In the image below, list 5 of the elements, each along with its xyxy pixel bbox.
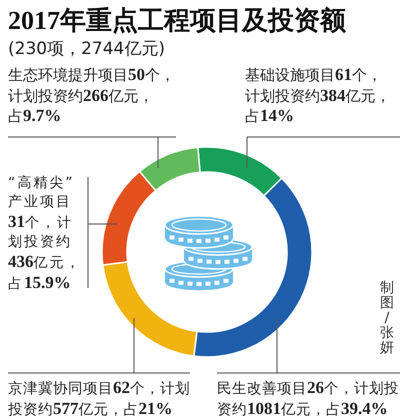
- category-label: 生态环境提升项目50个，计划投资约266亿元，占9.7%: [8, 65, 175, 125]
- category-label: 基础设施项目61个，计划投资约384亿元，占14%: [245, 65, 390, 125]
- chart-subtitle: (230项，2744亿元): [8, 38, 165, 60]
- chart-title: 2017年重点工程项目及投资额: [8, 6, 346, 36]
- text: 制图/张妍: [379, 280, 395, 356]
